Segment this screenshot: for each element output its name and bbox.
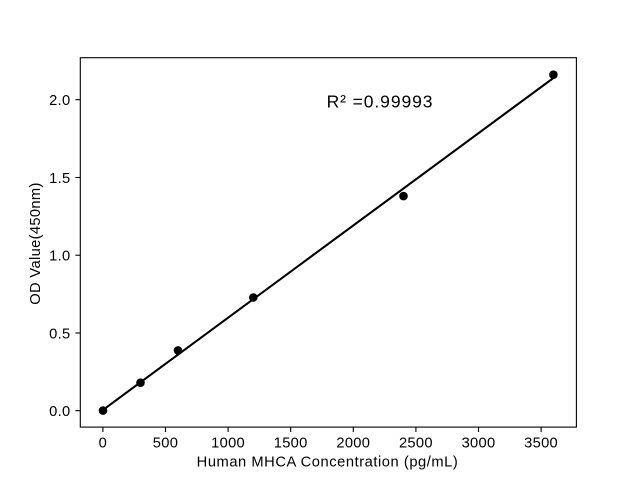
svg-text:2000: 2000 <box>336 436 370 452</box>
svg-text:1000: 1000 <box>211 436 245 452</box>
svg-text:3500: 3500 <box>524 436 558 452</box>
svg-text:1.0: 1.0 <box>49 249 70 265</box>
svg-text:OD Value(450nm): OD Value(450nm) <box>28 182 44 305</box>
svg-text:1.5: 1.5 <box>49 171 70 187</box>
svg-text:500: 500 <box>153 436 178 452</box>
svg-text:0: 0 <box>99 436 107 452</box>
svg-text:1500: 1500 <box>274 436 308 452</box>
svg-text:0.0: 0.0 <box>49 404 70 420</box>
svg-text:R² =0.99993: R² =0.99993 <box>327 92 434 112</box>
svg-text:Human MHCA Concentration (pg/m: Human MHCA Concentration (pg/mL) <box>197 454 459 470</box>
svg-text:0.5: 0.5 <box>49 327 70 343</box>
svg-text:2.0: 2.0 <box>49 93 70 109</box>
svg-text:2500: 2500 <box>399 436 433 452</box>
svg-text:3000: 3000 <box>462 436 496 452</box>
